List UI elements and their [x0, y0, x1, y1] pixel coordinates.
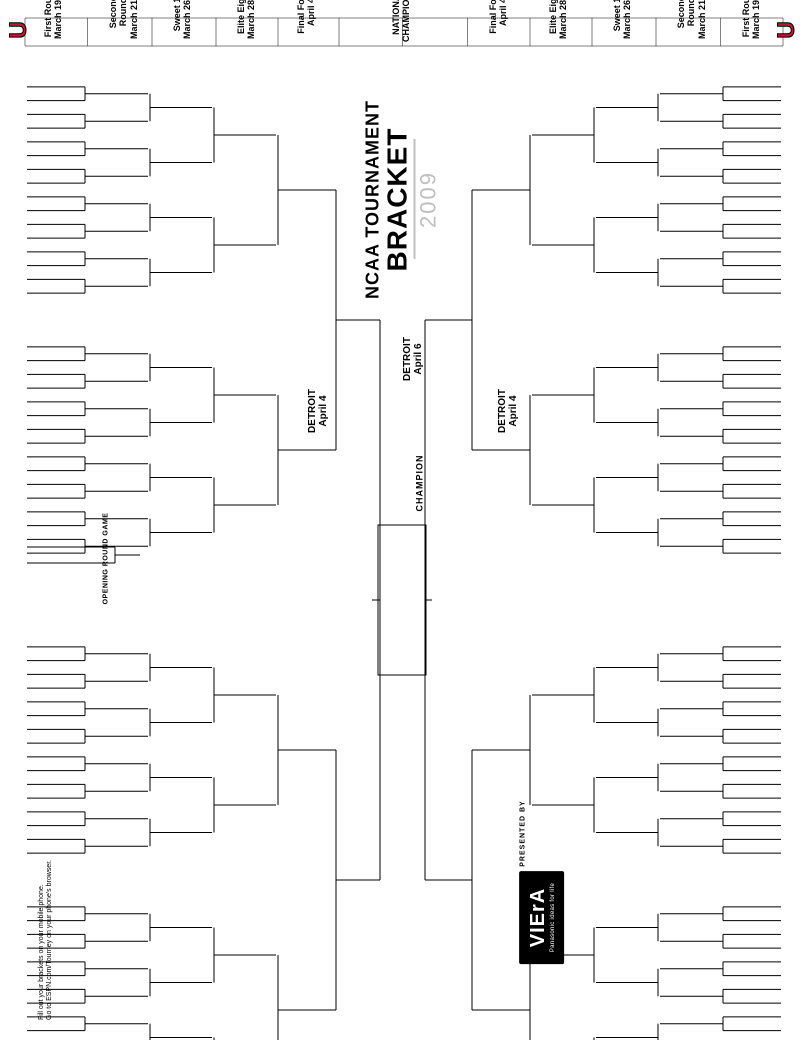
- hdr-first-round-l: First Round March 19, 20: [43, 0, 64, 42]
- footer-text: Fill out your brackets on your mobile ph…: [38, 860, 54, 1020]
- hdr-elite8-l: Elite Eight March 28, 29: [236, 0, 257, 42]
- presented-by-label: PRESENTED BY: [520, 800, 527, 866]
- hdr-second-round-l: Second Round March 21, 22: [108, 0, 139, 42]
- final-four-left-label: DETROITApril 4: [307, 389, 329, 433]
- champion-label: CHAMPION: [415, 455, 425, 512]
- title-line2: BRACKET: [384, 100, 412, 299]
- hdr-elite8-r: Elite Eight March 28, 29: [548, 0, 569, 42]
- svg-text:U: U: [5, 21, 32, 38]
- final-four-right-label: DETROITApril 4: [497, 389, 519, 433]
- hdr-first-round-r: First Round March 19, 20: [741, 0, 762, 42]
- hdr-finalfour-l: Final Four April 4: [296, 0, 317, 42]
- svg-text:U: U: [773, 21, 800, 38]
- title-line1: NCAA TOURNAMENT: [363, 100, 384, 299]
- hdr-sweet16-l: Sweet 16 March 26, 27: [172, 0, 193, 42]
- sponsor-logo: VIErA Panasonic ideas for life: [519, 871, 564, 964]
- final-label: DETROITApril 6: [402, 337, 424, 381]
- hdr-sweet16-r: Sweet 16 March 26, 27: [612, 0, 633, 42]
- page: U U First Round March 19, 20 Second Round …: [0, 0, 804, 1040]
- hdr-second-round-r: Second Round March 21, 22: [676, 0, 707, 42]
- title-block: NCAA TOURNAMENT BRACKET 2009: [363, 100, 442, 299]
- hdr-finalfour-r: Final Four April 4: [488, 0, 509, 42]
- opening-round-label: OPENING ROUND GAME: [102, 513, 109, 605]
- title-year: 2009: [416, 100, 442, 299]
- hdr-championship: NATIONAL CHAMPIONSHIP: [391, 0, 412, 42]
